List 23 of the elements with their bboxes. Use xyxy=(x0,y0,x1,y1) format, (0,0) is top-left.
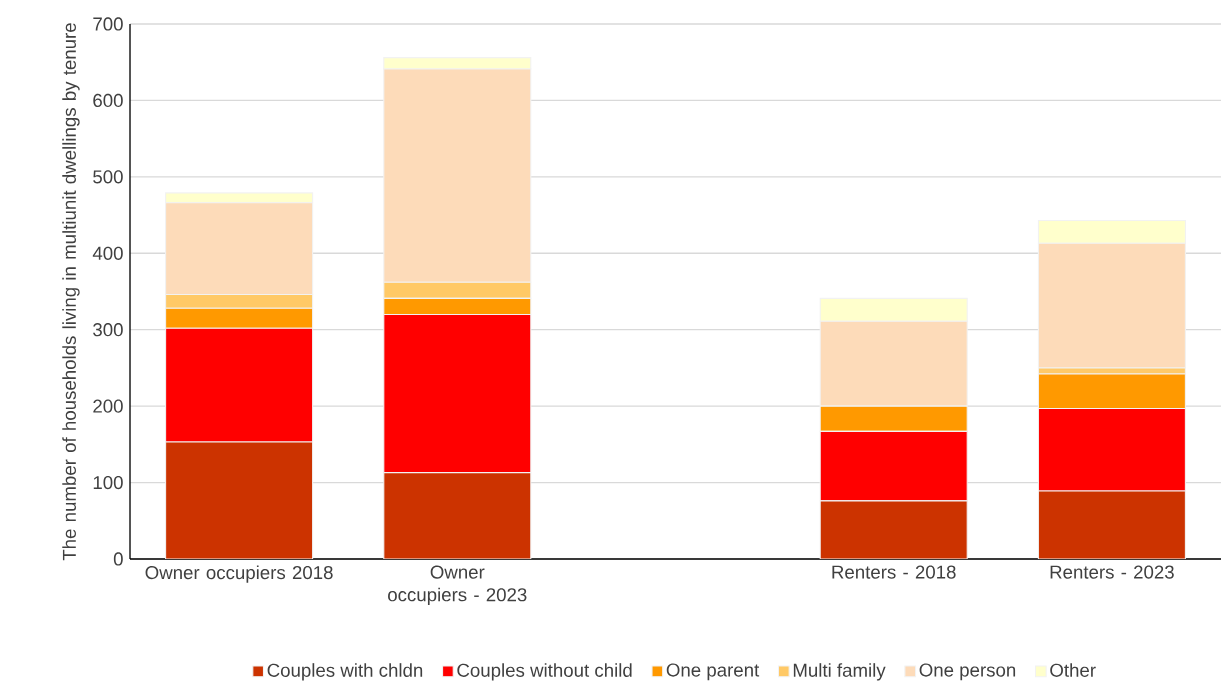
y-tick-label: 400 xyxy=(92,246,123,260)
y-tick-label: 700 xyxy=(93,17,123,31)
y-tick-label: 100 xyxy=(93,475,123,490)
y-tick-label: 0 xyxy=(113,552,123,566)
legend-label: One parent xyxy=(666,663,760,681)
y-axis-title: The number of households living in multiunit dwellings by tenure xyxy=(62,23,80,561)
y-tick-label: 600 xyxy=(93,93,123,108)
bar xyxy=(1037,490,1186,559)
x-tick-label: Renters - 2018 xyxy=(832,565,956,579)
legend-label: Couples with chldn xyxy=(267,663,423,681)
y-tick-label: 500 xyxy=(93,170,123,184)
y-tick-label: 300 xyxy=(93,323,123,337)
x-tick-label: Owner occupiers - 2023 xyxy=(388,565,527,606)
y-tick-label: 200 xyxy=(93,399,123,413)
legend-label: One person xyxy=(919,663,1016,681)
bar xyxy=(165,441,314,559)
bar xyxy=(383,472,532,559)
legend-label: Multi family xyxy=(793,663,886,681)
legend-label: Couples without child xyxy=(457,663,632,681)
bar xyxy=(819,500,968,559)
legend-label: Other xyxy=(1050,663,1096,677)
x-tick-label: Renters - 2023 xyxy=(1050,565,1174,579)
x-tick-label: Owner occupiers 2018 xyxy=(145,565,333,583)
